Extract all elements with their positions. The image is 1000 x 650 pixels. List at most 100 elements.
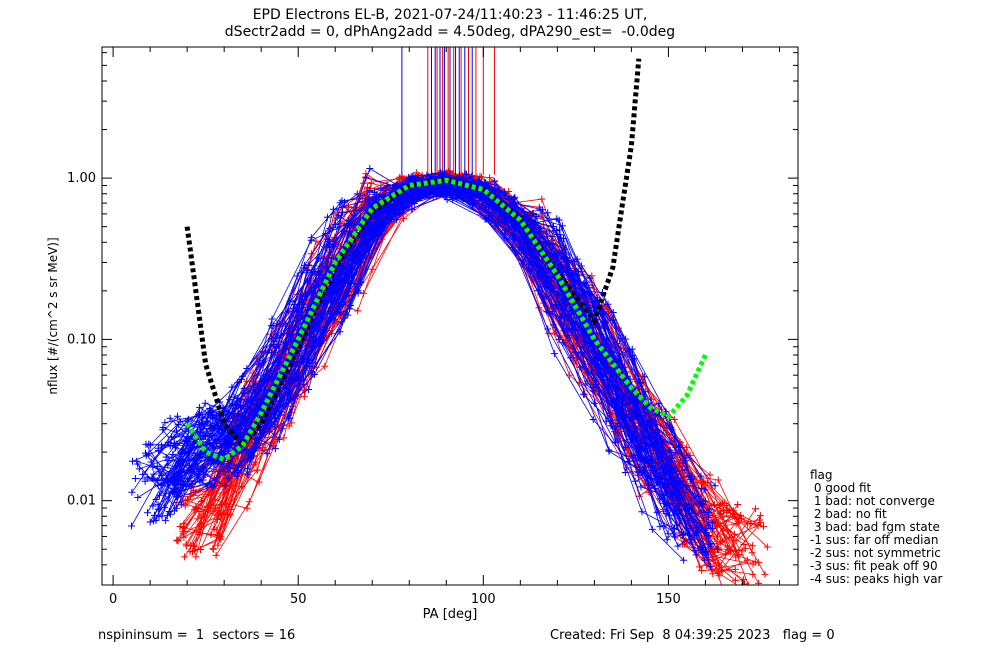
series-blue-point xyxy=(243,465,251,473)
series-blue-point xyxy=(560,297,567,304)
series-blue-point xyxy=(128,522,135,530)
series-blue-point xyxy=(697,523,705,531)
series-red-point xyxy=(209,545,217,553)
series-blue-point xyxy=(662,510,670,517)
series-blue-point xyxy=(146,441,154,449)
series-red-point xyxy=(763,543,771,551)
series-blue-point xyxy=(246,450,254,458)
series-blue-point xyxy=(150,517,158,525)
series-blue-point xyxy=(656,523,664,531)
series-blue-point xyxy=(543,279,551,287)
series-blue-point xyxy=(549,240,557,248)
series-blue-point xyxy=(207,421,214,429)
series-red-point xyxy=(760,523,767,531)
series-blue-point xyxy=(423,191,431,199)
series-blue-point xyxy=(173,440,181,448)
series-blue-point xyxy=(204,432,212,440)
series-blue-point xyxy=(350,221,358,229)
series-blue-point xyxy=(568,274,576,282)
series-blue-point xyxy=(293,375,301,383)
series-red-point xyxy=(717,538,725,546)
series-blue-trace xyxy=(183,173,683,536)
series-red-point xyxy=(734,501,742,508)
series-blue-point xyxy=(377,184,385,192)
series-blue-point xyxy=(711,482,719,490)
series-blue-point xyxy=(680,556,688,564)
series-blue-point xyxy=(523,254,531,262)
plot-frame xyxy=(101,46,799,586)
series-blue-point xyxy=(558,222,566,230)
series-blue-point xyxy=(337,308,345,316)
series-blue-point xyxy=(549,321,557,329)
y-tick-label: 0.01 xyxy=(67,494,96,509)
series-blue-point xyxy=(666,455,674,462)
series-blue-point xyxy=(557,313,565,321)
series-red-point xyxy=(400,215,407,223)
series-red-point xyxy=(755,579,763,585)
series-blue-point xyxy=(510,218,518,226)
series-blue-point xyxy=(173,504,180,512)
series-red-point xyxy=(243,504,251,512)
series-blue-point xyxy=(663,536,671,544)
series-red-point xyxy=(345,203,352,211)
series-blue-point xyxy=(305,352,313,360)
series-blue-point xyxy=(548,233,556,240)
series-blue-point xyxy=(691,546,699,554)
series-blue-point xyxy=(706,505,714,513)
series-red-point xyxy=(659,506,667,514)
series-red-point xyxy=(300,393,308,401)
series-blue-point xyxy=(624,458,632,465)
series-blue-point xyxy=(179,445,187,453)
series-blue-point xyxy=(660,483,668,491)
series-red-point xyxy=(710,501,718,509)
legend-item-0: 0 good fit xyxy=(810,481,872,495)
series-blue-point xyxy=(193,474,201,482)
series-blue-point xyxy=(228,383,236,391)
series-blue-point xyxy=(271,445,279,453)
series-blue-point xyxy=(553,215,561,223)
series-blue-point xyxy=(636,379,644,387)
series-blue-point xyxy=(161,516,169,524)
legend-item-2: 2 bad: no fit xyxy=(810,507,887,521)
series-blue-point xyxy=(154,481,162,489)
series-red-point xyxy=(731,576,739,584)
series-red-point xyxy=(698,567,706,574)
series-red-point xyxy=(670,416,678,423)
series-blue-point xyxy=(664,530,672,538)
series-red-point xyxy=(743,556,751,564)
series-blue-point xyxy=(691,532,699,539)
series-blue-point xyxy=(286,414,294,422)
series-blue-point xyxy=(485,214,492,222)
series-blue-point xyxy=(196,449,204,457)
series-blue-point xyxy=(674,482,681,490)
series-red-point xyxy=(720,587,727,594)
series-red-point xyxy=(746,520,754,527)
legend-title: flag xyxy=(810,468,833,482)
series-blue-point xyxy=(166,414,174,422)
series-red-point xyxy=(271,437,279,445)
series-blue-point xyxy=(638,508,646,516)
series-blue-point xyxy=(532,212,540,220)
series-red-point xyxy=(207,531,215,539)
legend-item-6: -3 sus: fit peak off 90 xyxy=(810,559,938,573)
series-blue-point xyxy=(267,322,275,330)
title-line-1: EPD Electrons EL-B, 2021-07-24/11:40:23 … xyxy=(252,7,648,23)
series-blue-point xyxy=(263,450,271,458)
series-blue-point xyxy=(252,435,260,443)
series-blue-point xyxy=(631,477,639,485)
series-red-point xyxy=(756,512,764,520)
series-blue-point xyxy=(201,399,209,407)
series-blue-point xyxy=(179,482,187,489)
series-blue-point xyxy=(498,211,506,219)
series-blue-point xyxy=(277,408,285,416)
series-blue-point xyxy=(242,414,249,422)
series-red-point xyxy=(180,520,188,528)
series-red-point xyxy=(741,545,749,553)
series-red-point xyxy=(706,471,714,479)
series-blue-point xyxy=(404,198,412,206)
series-blue-point xyxy=(293,272,301,280)
series-blue-trace xyxy=(162,179,706,561)
series-blue-point xyxy=(584,368,592,376)
series-blue-point xyxy=(187,483,195,491)
